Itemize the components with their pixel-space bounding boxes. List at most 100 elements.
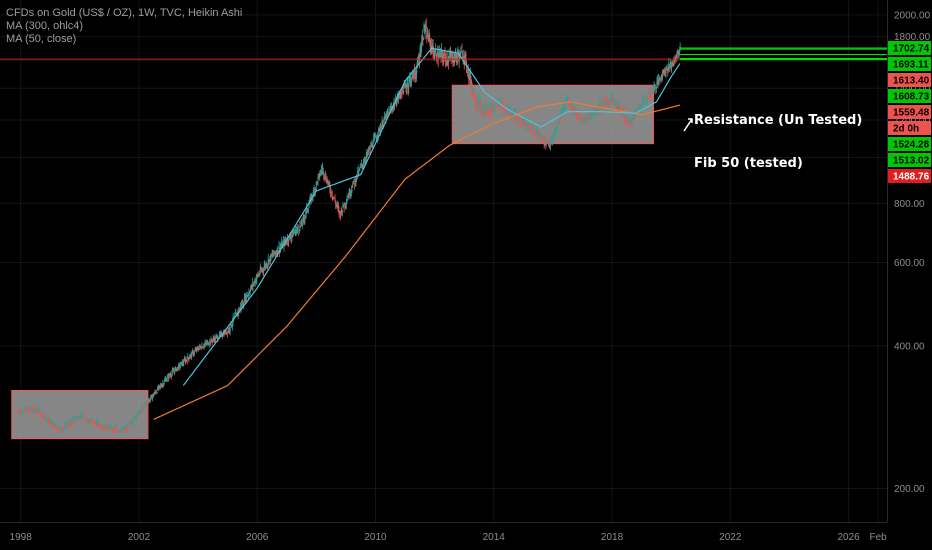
candle-body xyxy=(567,97,569,99)
candle-body xyxy=(38,409,40,411)
legend-ma50[interactable]: MA (50, close) xyxy=(6,33,77,45)
candle-body xyxy=(436,59,438,61)
candle-body xyxy=(27,409,29,411)
candle-body xyxy=(290,238,292,240)
candle-body xyxy=(129,421,132,423)
candle-body xyxy=(382,125,384,127)
candle-body xyxy=(100,427,102,429)
legend-ma300[interactable]: MA (300, ohlc4) xyxy=(6,20,84,32)
candle-body xyxy=(80,416,82,419)
candle-body xyxy=(637,109,639,111)
candle-body xyxy=(371,145,374,147)
candle-body xyxy=(586,118,588,122)
candle-body xyxy=(398,95,400,98)
candle-body xyxy=(98,423,100,426)
candle-body xyxy=(107,427,109,429)
candle-body xyxy=(373,137,375,139)
candle-body xyxy=(17,412,19,414)
candle-body xyxy=(541,135,544,137)
candle-body xyxy=(486,108,488,111)
candle-body xyxy=(467,71,469,73)
candle-body xyxy=(165,379,167,381)
candle-body xyxy=(255,279,257,281)
candle-body xyxy=(627,120,630,123)
candle-body xyxy=(427,35,429,39)
candle-body xyxy=(481,109,483,113)
candle-body xyxy=(598,107,600,110)
candle-body xyxy=(329,187,331,190)
candle-body xyxy=(161,386,163,388)
candle-body xyxy=(497,103,499,105)
candle-body xyxy=(299,225,301,229)
candle-body xyxy=(461,51,463,53)
candle-body xyxy=(372,146,374,148)
candle-body xyxy=(458,58,460,61)
candle-body xyxy=(152,396,154,398)
candle-body xyxy=(654,85,656,87)
candle-body xyxy=(332,197,334,198)
candle-body xyxy=(180,362,183,363)
candle-body xyxy=(30,410,32,412)
arrow-icon xyxy=(683,118,693,132)
time-axis: 1998 2002 2006 2010 2014 2018 2022 2026 Feb xyxy=(0,522,887,543)
candle-body xyxy=(126,426,128,428)
candle-body xyxy=(421,41,423,46)
legend-title[interactable]: CFDs on Gold (US$ / OZ), 1W, TVC, Heikin… xyxy=(6,7,243,19)
candle-body xyxy=(116,427,118,429)
candle-body xyxy=(334,199,336,202)
resistance-arrow-icon xyxy=(683,118,693,132)
candle-body xyxy=(410,79,413,82)
candle-body xyxy=(617,109,619,111)
time-tick-label: 2022 xyxy=(719,532,742,543)
fib-annotation[interactable]: Fib 50 (tested) xyxy=(694,156,803,171)
resistance-annotation[interactable]: Resistance (Un Tested) xyxy=(694,113,863,128)
candle-body xyxy=(103,425,106,427)
candle-body xyxy=(633,116,635,118)
candle-body xyxy=(610,96,613,98)
candle-body xyxy=(19,410,21,412)
candle-body xyxy=(212,338,214,340)
candle-body xyxy=(361,164,363,166)
candle-body xyxy=(576,115,579,117)
candle-body xyxy=(448,57,450,60)
price-tick-label: 1800.00 xyxy=(894,32,931,43)
candle-body xyxy=(153,394,155,396)
candle-body xyxy=(222,335,224,337)
candle-body xyxy=(265,263,267,266)
candle-body xyxy=(493,107,495,109)
candle-body xyxy=(578,115,580,117)
candle-body xyxy=(455,51,457,56)
candle-body xyxy=(452,61,455,63)
candle-body xyxy=(587,113,589,117)
candle-body xyxy=(659,78,661,80)
candle-body xyxy=(314,188,316,191)
candle-body xyxy=(484,110,486,112)
candle-body xyxy=(40,414,43,416)
candle-body xyxy=(300,221,302,224)
price-tag-bg xyxy=(888,104,931,119)
candle-body xyxy=(241,304,243,306)
candle-body xyxy=(205,342,207,344)
candle-body xyxy=(403,84,405,89)
candle-body xyxy=(167,375,169,377)
candle-body xyxy=(20,410,22,412)
candle-body xyxy=(357,172,359,175)
candle-body xyxy=(464,53,466,57)
candle-body xyxy=(324,174,327,177)
candle-body xyxy=(97,422,99,424)
resistance-lines xyxy=(0,47,887,61)
candle-body xyxy=(110,425,112,427)
candle-body xyxy=(270,254,273,256)
candle-body xyxy=(494,107,496,109)
candle-body xyxy=(424,30,426,32)
candle-body xyxy=(635,110,638,112)
candle-body xyxy=(105,426,107,429)
candle-body xyxy=(205,343,208,345)
candle-body xyxy=(539,133,541,135)
candle-body xyxy=(72,419,74,421)
time-tick-label: 2010 xyxy=(364,532,387,543)
candle-body xyxy=(335,204,337,205)
candle-body xyxy=(367,151,370,153)
candle-body xyxy=(599,104,601,107)
